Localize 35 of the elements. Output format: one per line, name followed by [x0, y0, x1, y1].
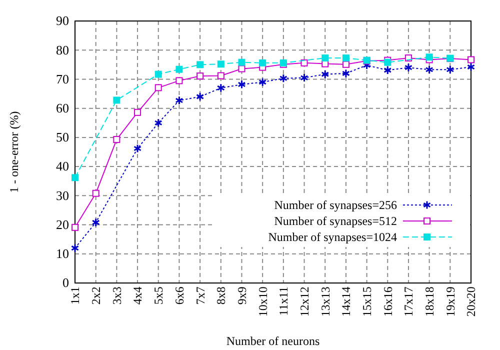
y-tick-label: 70 — [56, 71, 69, 86]
x-tick-label: 1x1 — [68, 286, 82, 305]
x-tick-label: 11x11 — [276, 286, 291, 316]
x-tick-label: 4x4 — [130, 286, 145, 305]
y-tick-label: 50 — [56, 130, 69, 145]
y-tick-label: 0 — [62, 275, 69, 290]
y-tick-label: 60 — [56, 100, 69, 116]
y-tick-label: 30 — [56, 188, 69, 203]
x-tick-label: 8x8 — [214, 286, 228, 305]
x-tick-label: 16x16 — [380, 286, 395, 317]
x-tick-label: 6x6 — [172, 286, 186, 305]
x-tick-label: 3x3 — [110, 286, 124, 305]
y-tick-label: 20 — [56, 216, 69, 232]
x-axis-title: Number of neurons — [226, 334, 320, 348]
x-tick-label: 15x15 — [360, 286, 374, 317]
y-tick-label: 90 — [56, 13, 69, 28]
legend-label: Number of synapses=256 — [274, 198, 397, 212]
legend-label: Number of synapses=1024 — [268, 230, 397, 244]
y-tick-label: 80 — [56, 42, 69, 58]
x-tick-label: 10x10 — [256, 286, 270, 317]
x-tick-label: 20x20 — [464, 286, 478, 317]
x-tick-label: 18x18 — [422, 286, 437, 317]
y-tick-label: 10 — [56, 246, 69, 262]
y-tick-label: 40 — [56, 158, 69, 174]
x-tick-label: 12x12 — [297, 286, 312, 317]
legend-label: Number of synapses=512 — [274, 214, 397, 228]
x-tick-label: 14x14 — [339, 286, 354, 317]
y-axis-title: 1 - one-error (%) — [7, 111, 21, 193]
x-tick-label: 19x19 — [443, 286, 458, 317]
x-tick-label: 13x13 — [318, 286, 332, 317]
x-tick-label: 2x2 — [89, 286, 104, 305]
x-tick-label: 5x5 — [152, 286, 166, 305]
x-tick-label: 17x17 — [402, 286, 416, 317]
x-tick-label: 7x7 — [193, 286, 208, 305]
x-tick-label: 9x9 — [234, 286, 249, 305]
